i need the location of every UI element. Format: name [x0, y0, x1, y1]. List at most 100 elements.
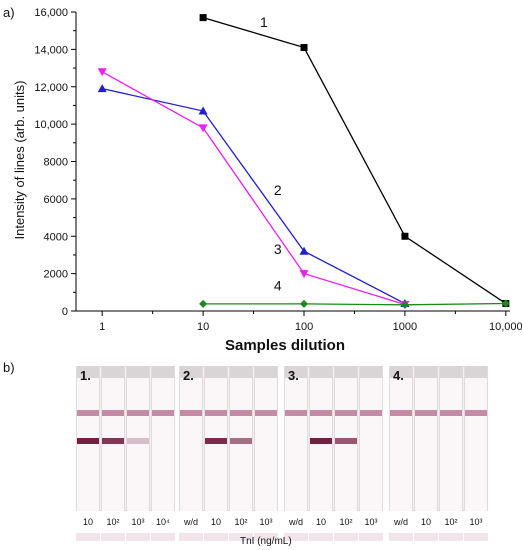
- y-tick-label: 4000: [44, 231, 68, 243]
- strip-group: w/d 10 10² 10³: [284, 366, 383, 547]
- strip-caption: 10²: [444, 517, 458, 527]
- strip-group: w/d 10 10² 10³: [179, 366, 278, 547]
- sample-pad: [335, 366, 357, 378]
- sample-pad: [77, 366, 99, 378]
- strip-caption: 10²: [339, 517, 353, 527]
- sample-pad: [390, 366, 412, 378]
- series-3: 3: [97, 68, 410, 309]
- strip-base: [439, 533, 463, 541]
- test-strip: [284, 366, 308, 511]
- strip-caption: 10: [315, 517, 326, 527]
- control-line: [310, 410, 332, 416]
- series-2: 2: [97, 84, 410, 308]
- test-line: [205, 438, 227, 444]
- test-line: [310, 438, 332, 444]
- data-point: [198, 124, 208, 133]
- series-1: 1: [199, 14, 510, 308]
- strip-base: [389, 533, 413, 541]
- sample-pad: [180, 366, 202, 378]
- x-axis-title: Samples dilution: [225, 337, 345, 354]
- control-line: [335, 410, 357, 416]
- y-tick-label: 14,000: [34, 44, 68, 56]
- test-strip: [126, 366, 150, 511]
- control-line: [152, 410, 174, 416]
- control-line: [230, 410, 252, 416]
- sample-pad: [255, 366, 277, 378]
- strip-caption: 10³: [131, 517, 145, 527]
- data-point: [300, 44, 308, 52]
- series-line: [102, 87, 406, 305]
- test-strip: [76, 366, 100, 511]
- x-tick-label: 1: [99, 321, 105, 333]
- control-line: [415, 410, 437, 416]
- sample-pad: [440, 366, 462, 378]
- x-tick-label: 100: [295, 321, 313, 333]
- control-line: [77, 410, 99, 416]
- data-point: [401, 232, 409, 240]
- strip-caption: w/d: [393, 517, 408, 527]
- data-point: [199, 299, 208, 308]
- test-line: [77, 438, 99, 444]
- series-label: 2: [274, 182, 282, 198]
- strip-group: 10 10² 10³ 10⁴: [76, 366, 175, 547]
- strip-caption: 10⁴: [156, 517, 170, 527]
- line-chart: 0 2000 4000 6000 8000 10,000 12,000 14,000 16,00…: [12, 7, 522, 354]
- strip-base: [254, 533, 278, 541]
- strip-base: [464, 533, 488, 541]
- strip-caption: 10: [82, 517, 93, 527]
- series-4: 4: [199, 277, 510, 309]
- control-line: [255, 410, 277, 416]
- control-line: [127, 410, 149, 416]
- data-point: [400, 300, 409, 309]
- strip-group-label: 3.: [288, 368, 299, 383]
- series-label: 4: [274, 277, 282, 293]
- panel-a-label: a): [3, 5, 15, 20]
- test-strip: [151, 366, 175, 511]
- test-strip: [101, 366, 125, 511]
- y-tick-label: 16,000: [34, 7, 68, 19]
- sample-pad: [285, 366, 307, 378]
- sample-pad: [230, 366, 252, 378]
- control-line: [180, 410, 202, 416]
- data-point: [501, 299, 510, 308]
- y-tick-label: 2000: [44, 269, 68, 281]
- x-tick-label: 1000: [393, 321, 417, 333]
- test-strip: [179, 366, 203, 511]
- test-line: [127, 438, 149, 444]
- control-line: [360, 410, 382, 416]
- test-strip: [254, 366, 278, 511]
- sample-pad: [310, 366, 332, 378]
- test-strip: [309, 366, 333, 511]
- strip-caption: w/d: [288, 517, 303, 527]
- sample-pad: [360, 366, 382, 378]
- x-tick-label: 10: [197, 321, 209, 333]
- test-strip: [334, 366, 358, 511]
- strip-base: [204, 533, 228, 541]
- y-tick-label: 8000: [44, 157, 68, 169]
- series-label: 1: [260, 14, 268, 30]
- strip-base: [151, 533, 175, 541]
- strip-caption: 10²: [234, 517, 248, 527]
- y-tick-label: 10,000: [34, 119, 68, 131]
- control-line: [205, 410, 227, 416]
- test-line: [102, 438, 124, 444]
- strip-caption: 10³: [364, 517, 378, 527]
- test-line: [335, 438, 357, 444]
- data-point: [97, 84, 107, 93]
- test-line: [230, 438, 252, 444]
- sample-pad: [415, 366, 437, 378]
- control-line: [102, 410, 124, 416]
- sample-pad: [102, 366, 124, 378]
- data-point: [97, 68, 107, 77]
- sample-pad: [152, 366, 174, 378]
- data-point: [199, 14, 207, 22]
- strip-base: [359, 533, 383, 541]
- chart-series: 1 2 3 4: [97, 14, 510, 309]
- strip-group-label: 4.: [393, 368, 404, 383]
- control-line: [285, 410, 307, 416]
- strip-caption: 10³: [469, 517, 483, 527]
- y-tick-label: 12,000: [34, 82, 68, 94]
- control-line: [465, 410, 487, 416]
- strip-base: [229, 533, 253, 541]
- series-label: 3: [274, 241, 282, 257]
